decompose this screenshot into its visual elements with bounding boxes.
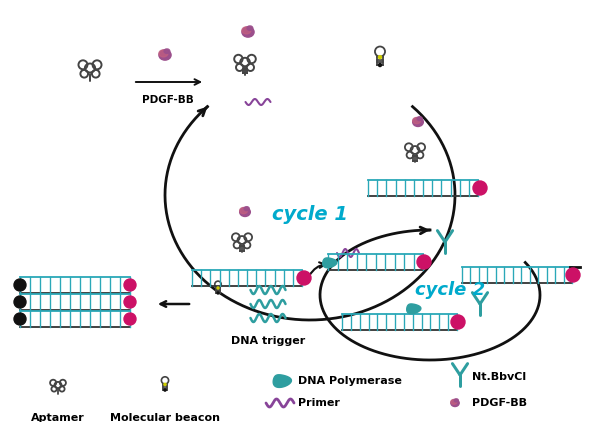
Ellipse shape bbox=[451, 400, 457, 404]
Circle shape bbox=[14, 313, 26, 325]
Ellipse shape bbox=[242, 27, 251, 34]
Ellipse shape bbox=[413, 117, 421, 124]
Circle shape bbox=[124, 279, 136, 291]
Ellipse shape bbox=[159, 50, 171, 60]
Ellipse shape bbox=[159, 50, 168, 57]
Text: DNA Polymerase: DNA Polymerase bbox=[298, 376, 402, 386]
Text: PDGF-BB: PDGF-BB bbox=[142, 95, 194, 105]
Text: DNA trigger: DNA trigger bbox=[231, 336, 305, 346]
Text: Molecular beacon: Molecular beacon bbox=[110, 413, 220, 422]
Circle shape bbox=[164, 383, 166, 386]
Circle shape bbox=[451, 315, 465, 329]
Ellipse shape bbox=[164, 49, 170, 54]
Circle shape bbox=[124, 313, 136, 325]
Circle shape bbox=[217, 292, 219, 294]
Text: cycle 2: cycle 2 bbox=[415, 281, 485, 299]
Circle shape bbox=[379, 56, 382, 59]
Circle shape bbox=[14, 279, 26, 291]
Circle shape bbox=[14, 296, 26, 308]
Polygon shape bbox=[273, 375, 291, 387]
Polygon shape bbox=[407, 304, 421, 314]
Circle shape bbox=[417, 255, 431, 269]
Ellipse shape bbox=[242, 27, 254, 37]
Ellipse shape bbox=[240, 208, 247, 214]
Text: Aptamer: Aptamer bbox=[31, 413, 85, 422]
Circle shape bbox=[566, 268, 580, 282]
Text: PDGF-BB: PDGF-BB bbox=[472, 398, 527, 408]
Circle shape bbox=[217, 287, 219, 289]
Circle shape bbox=[124, 296, 136, 308]
Text: cycle 1: cycle 1 bbox=[272, 206, 348, 225]
Circle shape bbox=[164, 389, 166, 391]
Ellipse shape bbox=[451, 400, 459, 406]
Circle shape bbox=[297, 271, 311, 285]
Ellipse shape bbox=[413, 117, 423, 127]
Text: Nt.BbvCl: Nt.BbvCl bbox=[472, 372, 526, 382]
Ellipse shape bbox=[455, 399, 458, 402]
Polygon shape bbox=[323, 258, 337, 268]
Ellipse shape bbox=[240, 208, 250, 216]
Ellipse shape bbox=[417, 116, 422, 121]
Ellipse shape bbox=[244, 207, 249, 211]
Circle shape bbox=[379, 63, 382, 67]
Text: Primer: Primer bbox=[298, 398, 340, 408]
Ellipse shape bbox=[247, 26, 253, 30]
Circle shape bbox=[473, 181, 487, 195]
